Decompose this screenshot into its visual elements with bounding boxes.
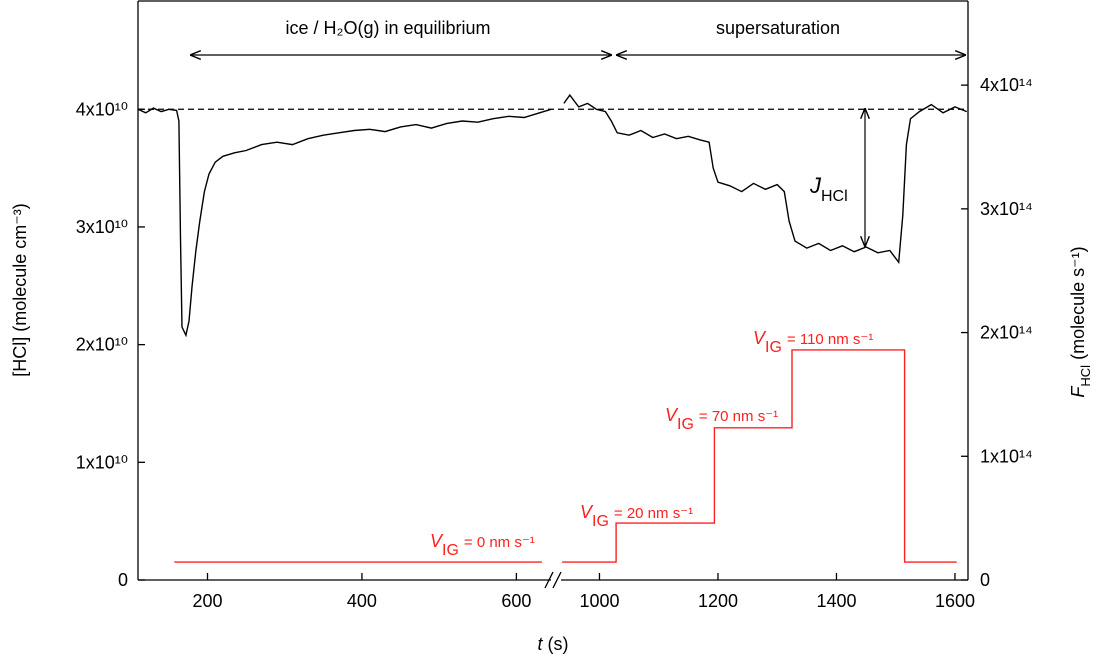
- annotation-text: = 70 nm s⁻¹: [699, 408, 778, 425]
- x-axis-label: t (s): [537, 634, 568, 654]
- annotation-text: = 110 nm s⁻¹: [787, 331, 873, 348]
- y2-axis-label: FHCl (molecule s⁻¹): [1068, 246, 1093, 397]
- x-tick-label: 200: [192, 591, 222, 611]
- annotation-symbol: V: [580, 502, 594, 522]
- annotation-symbol: V: [665, 405, 679, 425]
- y-axis-label: [HCl] (molecule cm⁻³): [10, 203, 30, 377]
- y-tick-label: 4x10¹⁴: [980, 75, 1033, 95]
- y2-label-text: (molecule s⁻¹): [1068, 246, 1088, 360]
- annotation-subscript: HCl: [821, 188, 848, 205]
- y-tick-label: 1x10¹⁴: [980, 446, 1033, 466]
- annotation: VIG = 110 nm s⁻¹: [753, 328, 873, 356]
- x-tick-label: 1400: [816, 591, 856, 611]
- annotation: supersaturation: [716, 18, 840, 38]
- y-tick-label: 4x10¹⁰: [76, 99, 128, 119]
- annotation-subscript: IG: [765, 339, 782, 356]
- annotation-text: = 20 nm s⁻¹: [614, 505, 693, 522]
- y-tick-label: 3x10¹⁰: [76, 217, 128, 237]
- x-label-text: (s): [548, 634, 569, 654]
- annotation-text: supersaturation: [716, 18, 840, 38]
- frame: [137, 0, 969, 589]
- y-tick-label: 0: [980, 570, 990, 590]
- annotation: ice / H₂O(g) in equilibrium: [285, 18, 490, 38]
- x-tick-label: 1600: [935, 591, 975, 611]
- x-tick-label: 600: [501, 591, 531, 611]
- annotation-text: ice / H₂O(g) in equilibrium: [285, 18, 490, 38]
- annotation: VIG = 0 nm s⁻¹: [430, 531, 535, 559]
- y-tick-label: 2x10¹⁴: [980, 323, 1033, 343]
- annotation-subscript: IG: [442, 542, 459, 559]
- y2-label-symbol: F: [1068, 386, 1088, 398]
- y-tick-label: 0: [118, 570, 128, 590]
- x-tick-label: 1000: [579, 591, 619, 611]
- x-tick-label: 1200: [698, 591, 738, 611]
- annotation-symbol: V: [753, 328, 767, 348]
- annotation: VIG = 70 nm s⁻¹: [665, 405, 778, 433]
- annotation: JHCl: [809, 173, 848, 205]
- x-label-symbol: t: [537, 634, 543, 654]
- annotation-symbol: V: [430, 531, 444, 551]
- y-tick-label: 2x10¹⁰: [76, 335, 128, 355]
- y2-label-subscript: HCl: [1078, 365, 1093, 387]
- annotation-symbol: J: [809, 173, 822, 198]
- data-line: [137, 93, 968, 338]
- x-tick-label: 400: [347, 591, 377, 611]
- annotation-text: = 0 nm s⁻¹: [464, 534, 535, 551]
- annotation-subscript: IG: [592, 513, 609, 530]
- annotation-subscript: IG: [677, 416, 694, 433]
- data-line: [174, 349, 957, 563]
- y-tick-label: 1x10¹⁰: [76, 452, 128, 472]
- annotation: VIG = 20 nm s⁻¹: [580, 502, 693, 530]
- y-tick-label: 3x10¹⁴: [980, 199, 1033, 219]
